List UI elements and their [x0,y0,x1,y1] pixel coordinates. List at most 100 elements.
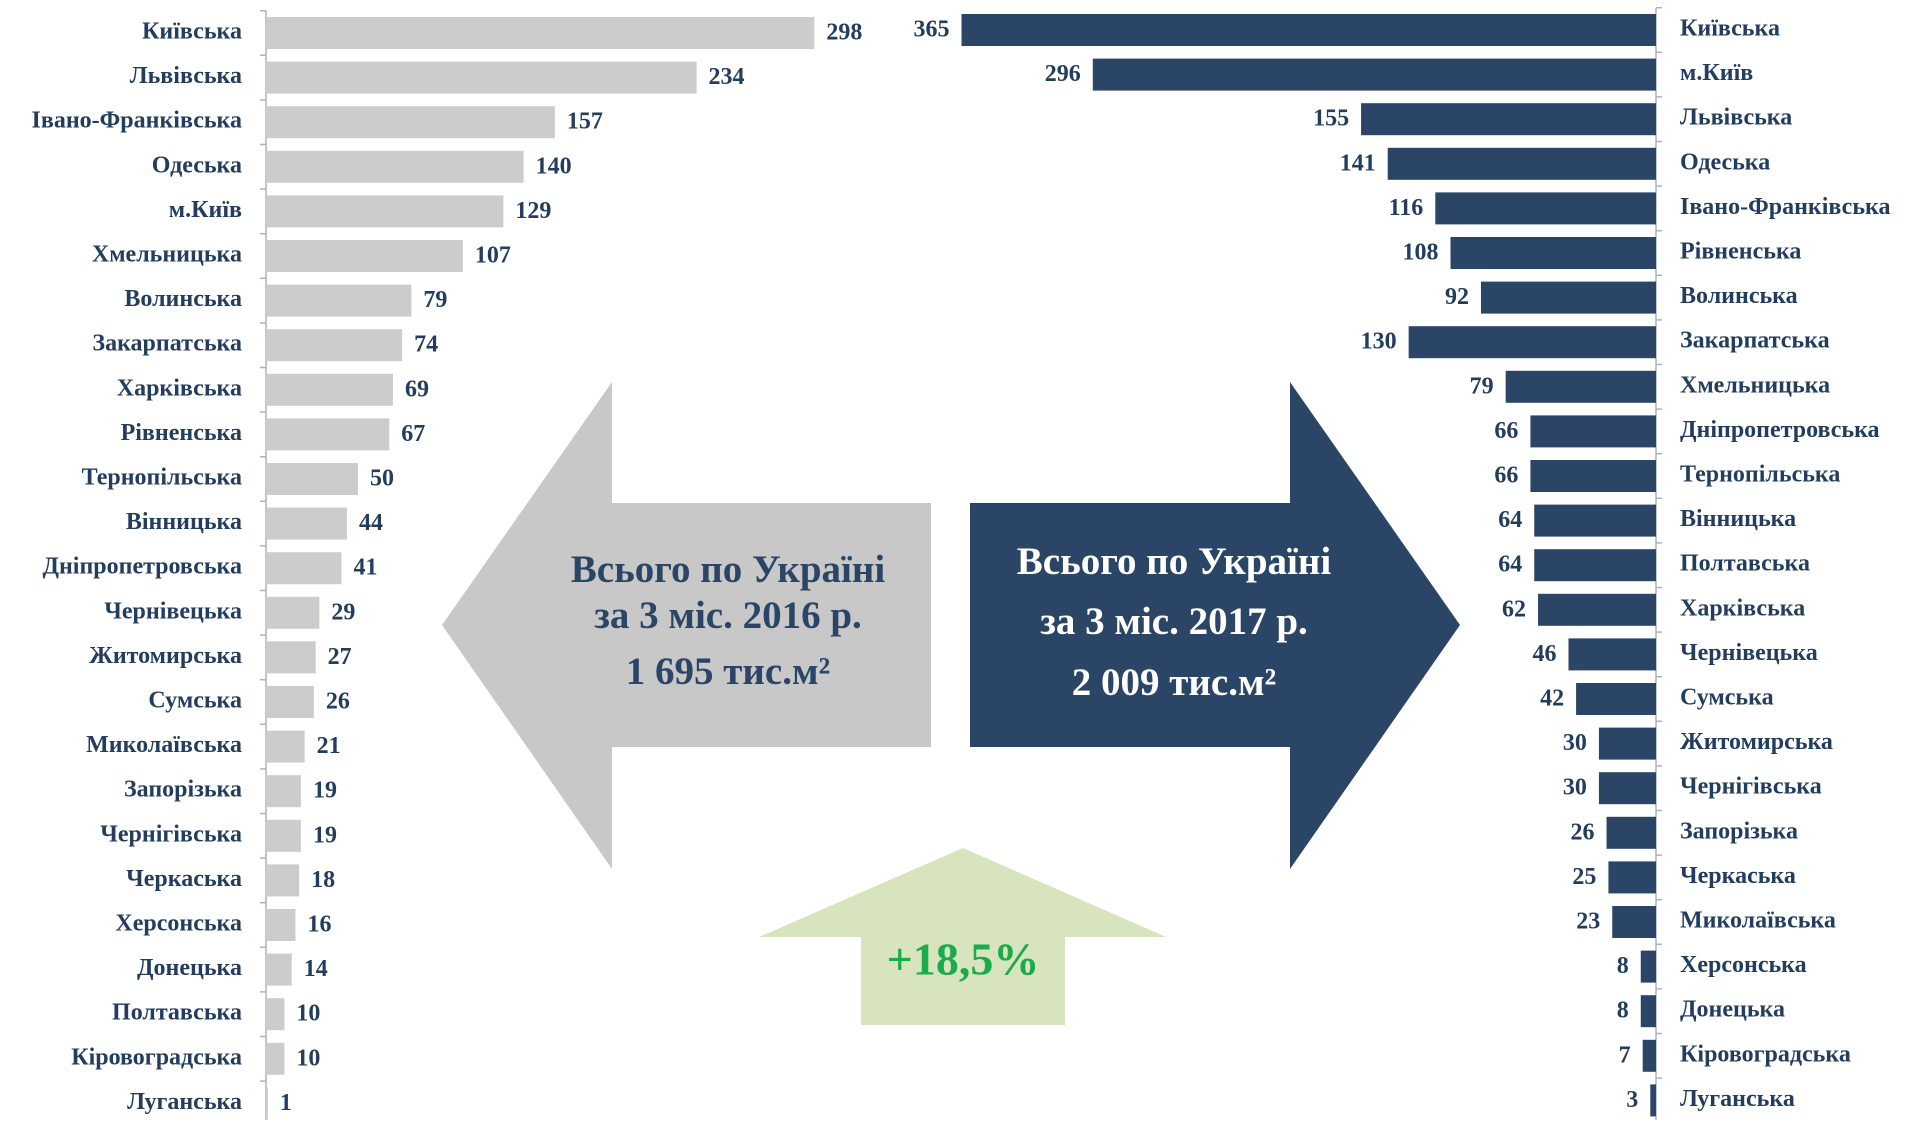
value-label: 19 [313,822,337,848]
value-label: 18 [311,867,335,893]
bar [266,507,347,540]
up-arrow [759,848,1166,1025]
bar [1361,103,1656,136]
value-label: 296 [1045,61,1081,87]
bar [266,240,463,272]
bar [1387,147,1656,180]
bar [266,864,300,897]
category-label: Сумська [1680,685,1774,711]
category-label: Чернівецька [1680,640,1818,666]
value-label: 23 [1576,909,1600,935]
bar [1598,772,1656,805]
bar [1568,638,1656,671]
category-label: Запорізька [1680,818,1798,844]
bar [266,418,390,451]
category-label: Херсонська [1680,952,1807,978]
bar [1606,816,1656,849]
bar [1534,504,1656,537]
value-label: 74 [414,332,438,358]
category-label: Кіровоградська [1680,1041,1851,1067]
change-label: +18,5% [887,934,1040,985]
bar [1538,593,1656,626]
bar [266,730,305,763]
bar [1530,415,1656,448]
category-label: Дніпропетровська [42,554,242,580]
value-label: 10 [296,1045,320,1071]
category-label: Київська [1680,16,1780,42]
category-label: Миколаївська [86,732,242,758]
category-label: Черкаська [1680,863,1796,889]
bar [1576,683,1656,715]
bar [266,909,296,941]
category-label: Рівненська [1680,239,1801,265]
bar [266,373,393,406]
value-label: 67 [401,421,425,447]
category-label: Чернівецька [104,598,242,624]
category-label: Черкаська [126,866,242,892]
value-label: 10 [296,1001,320,1027]
bar [1092,58,1656,91]
value-label: 64 [1498,507,1522,533]
category-label: Житомирська [1680,729,1833,755]
value-label: 46 [1532,641,1556,667]
category-label: м.Київ [1680,60,1753,86]
value-label: 107 [475,243,511,269]
category-label: Закарпатська [92,331,242,357]
category-label: Донецька [137,955,242,981]
category-label: Донецька [1680,997,1785,1023]
value-label: 8 [1617,998,1629,1024]
category-label: Івано-Франківська [1680,194,1890,220]
value-label: 79 [1470,373,1494,399]
category-label: Вінницька [1680,506,1796,532]
value-label: 155 [1313,106,1349,132]
bar [266,998,285,1031]
bar [266,284,412,317]
bar [266,17,815,49]
value-label: 44 [359,510,383,536]
category-label: Одеська [1680,149,1770,175]
annotation: Всього по Україні [1017,540,1332,583]
bar [266,686,314,718]
bar [1530,460,1656,492]
value-label: 130 [1361,329,1397,355]
annotation: за 3 міс. 2016 р. [594,594,862,637]
category-label: Тернопільська [1680,462,1840,488]
value-label: 27 [328,644,352,670]
category-label: Івано-Франківська [32,108,242,134]
bar [266,195,504,228]
value-label: 79 [423,287,447,313]
bar [1534,549,1656,582]
left-arrow [442,382,931,869]
value-label: 140 [536,153,572,179]
bar [1640,950,1656,983]
bar [266,953,292,986]
category-label: Рівненська [121,420,242,446]
bar [1598,727,1656,760]
bar [266,775,301,808]
bar [1450,237,1656,269]
bar [1650,1084,1656,1117]
bar [1640,995,1656,1028]
category-label: Сумська [148,688,242,714]
category-label: Харківська [1680,595,1805,621]
value-label: 66 [1494,463,1518,489]
category-label: Закарпатська [1680,328,1830,354]
value-label: 30 [1563,775,1587,801]
value-label: 8 [1617,953,1629,979]
value-label: 19 [313,778,337,804]
bar [961,14,1656,46]
right-arrow [970,382,1460,869]
category-label: Одеська [152,152,242,178]
category-label: Кіровоградська [71,1044,242,1070]
value-label: 1 [280,1090,292,1116]
value-label: 108 [1403,240,1439,266]
category-label: Львівська [1680,105,1792,131]
category-label: Чернігівська [1680,774,1822,800]
bar [266,1087,268,1120]
value-label: 129 [515,198,551,224]
category-label: Харківська [117,375,242,401]
value-label: 141 [1340,150,1376,176]
bar [266,329,403,362]
category-label: Житомирська [89,643,242,669]
